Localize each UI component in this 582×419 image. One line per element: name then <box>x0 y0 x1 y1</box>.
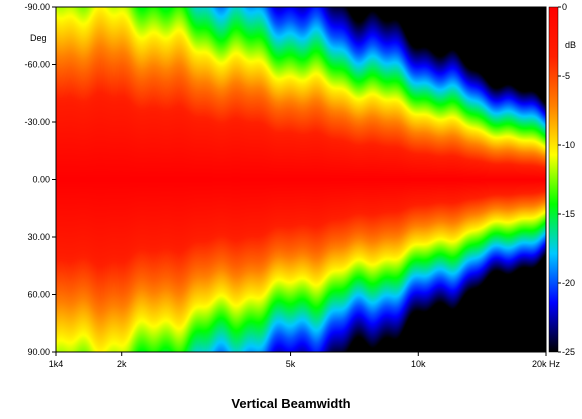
y-tick-label: 60.00 <box>27 290 50 300</box>
colorbar-tick-label: -10 <box>562 140 575 150</box>
y-tick-label: 90.00 <box>27 347 50 357</box>
x-tick-label: 5k <box>286 359 296 369</box>
x-axis: 1k4 2k 5k 10k 20k Hz <box>49 352 561 369</box>
x-tick-label: 20k Hz <box>532 359 561 369</box>
y-tick-label: 30.00 <box>27 232 50 242</box>
y-axis: -90.00 -60.00 -30.00 0.00 30.00 60.00 90.00 <box>24 2 56 357</box>
colorbar-unit-label: dB <box>565 40 576 50</box>
y-tick-label: -60.00 <box>24 60 50 70</box>
y-tick-label: -30.00 <box>24 117 50 127</box>
colorbar-tick-label: -25 <box>562 347 575 357</box>
colorbar-tick-label: -20 <box>562 278 575 288</box>
chart-title: Vertical Beamwidth <box>231 396 351 411</box>
colorbar-tick-label: -15 <box>562 209 575 219</box>
y-axis-unit-label: Deg <box>30 33 47 43</box>
heatmap-plot <box>56 7 546 352</box>
x-tick-label: 10k <box>411 359 426 369</box>
colorbar <box>548 6 559 353</box>
x-tick-label: 1k4 <box>49 359 64 369</box>
colorbar-tick-label: 0 <box>562 2 567 12</box>
y-tick-label: 0.00 <box>32 175 50 185</box>
y-tick-label: -90.00 <box>24 2 50 12</box>
colorbar-axis: 0 -5 -10 -15 -20 -25 <box>558 2 575 357</box>
x-tick-label: 2k <box>117 359 127 369</box>
colorbar-tick-label: -5 <box>562 71 570 81</box>
